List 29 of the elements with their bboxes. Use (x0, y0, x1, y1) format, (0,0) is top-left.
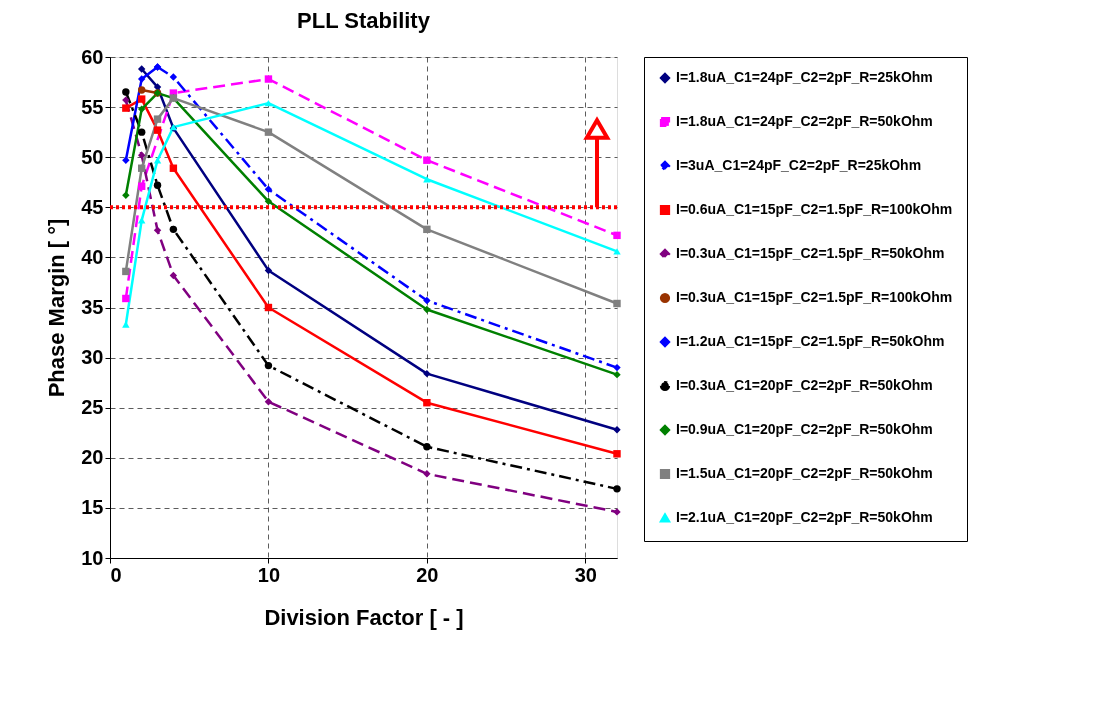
legend-label: I=0.6uA_C1=15pF_C2=1.5pF_R=100kOhm (676, 201, 953, 217)
y-tick-label: 25 (81, 396, 104, 419)
legend-label: I=1.2uA_C1=15pF_C2=1.5pF_R=50kOhm (676, 333, 945, 349)
chart-title: PLL Stability (297, 8, 431, 33)
legend-label: I=0.9uA_C1=20pF_C2=2pF_R=50kOhm (676, 421, 933, 437)
y-tick-label: 50 (81, 145, 104, 168)
x-tick-label: 0 (110, 563, 122, 586)
legend-label: I=0.3uA_C1=15pF_C2=1.5pF_R=100kOhm (676, 289, 953, 305)
y-tick-label: 55 (81, 95, 104, 118)
legend-label: I=1.8uA_C1=24pF_C2=2pF_R=50kOhm (676, 113, 933, 129)
y-tick-label: 30 (81, 346, 104, 369)
x-axis-title: Division Factor [ - ] (264, 604, 464, 630)
legend-label: I=1.8uA_C1=24pF_C2=2pF_R=25kOhm (676, 69, 933, 85)
x-tick-label: 30 (574, 563, 597, 586)
x-tick-label: 20 (416, 563, 439, 586)
legend-label: I=3uA_C1=24pF_C2=2pF_R=25kOhm (676, 157, 922, 173)
y-tick-label: 60 (81, 45, 104, 68)
y-axis-title: Phase Margin [ °] (44, 218, 70, 398)
y-tick-label: 15 (81, 496, 104, 519)
y-tick-label: 45 (81, 195, 104, 218)
legend-label: I=2.1uA_C1=20pF_C2=2pF_R=50kOhm (676, 509, 933, 525)
legend-label: I=0.3uA_C1=20pF_C2=2pF_R=50kOhm (676, 377, 933, 393)
x-tick-label: 10 (257, 563, 281, 586)
y-tick-label: 40 (81, 245, 104, 268)
y-tick-label: 10 (81, 546, 104, 569)
legend-label: I=0.3uA_C1=15pF_C2=1.5pF_R=50kOhm (676, 245, 945, 261)
y-tick-label: 35 (81, 296, 104, 318)
y-tick-label: 20 (81, 446, 104, 469)
legend-label: I=1.5uA_C1=20pF_C2=2pF_R=50kOhm (676, 465, 933, 481)
